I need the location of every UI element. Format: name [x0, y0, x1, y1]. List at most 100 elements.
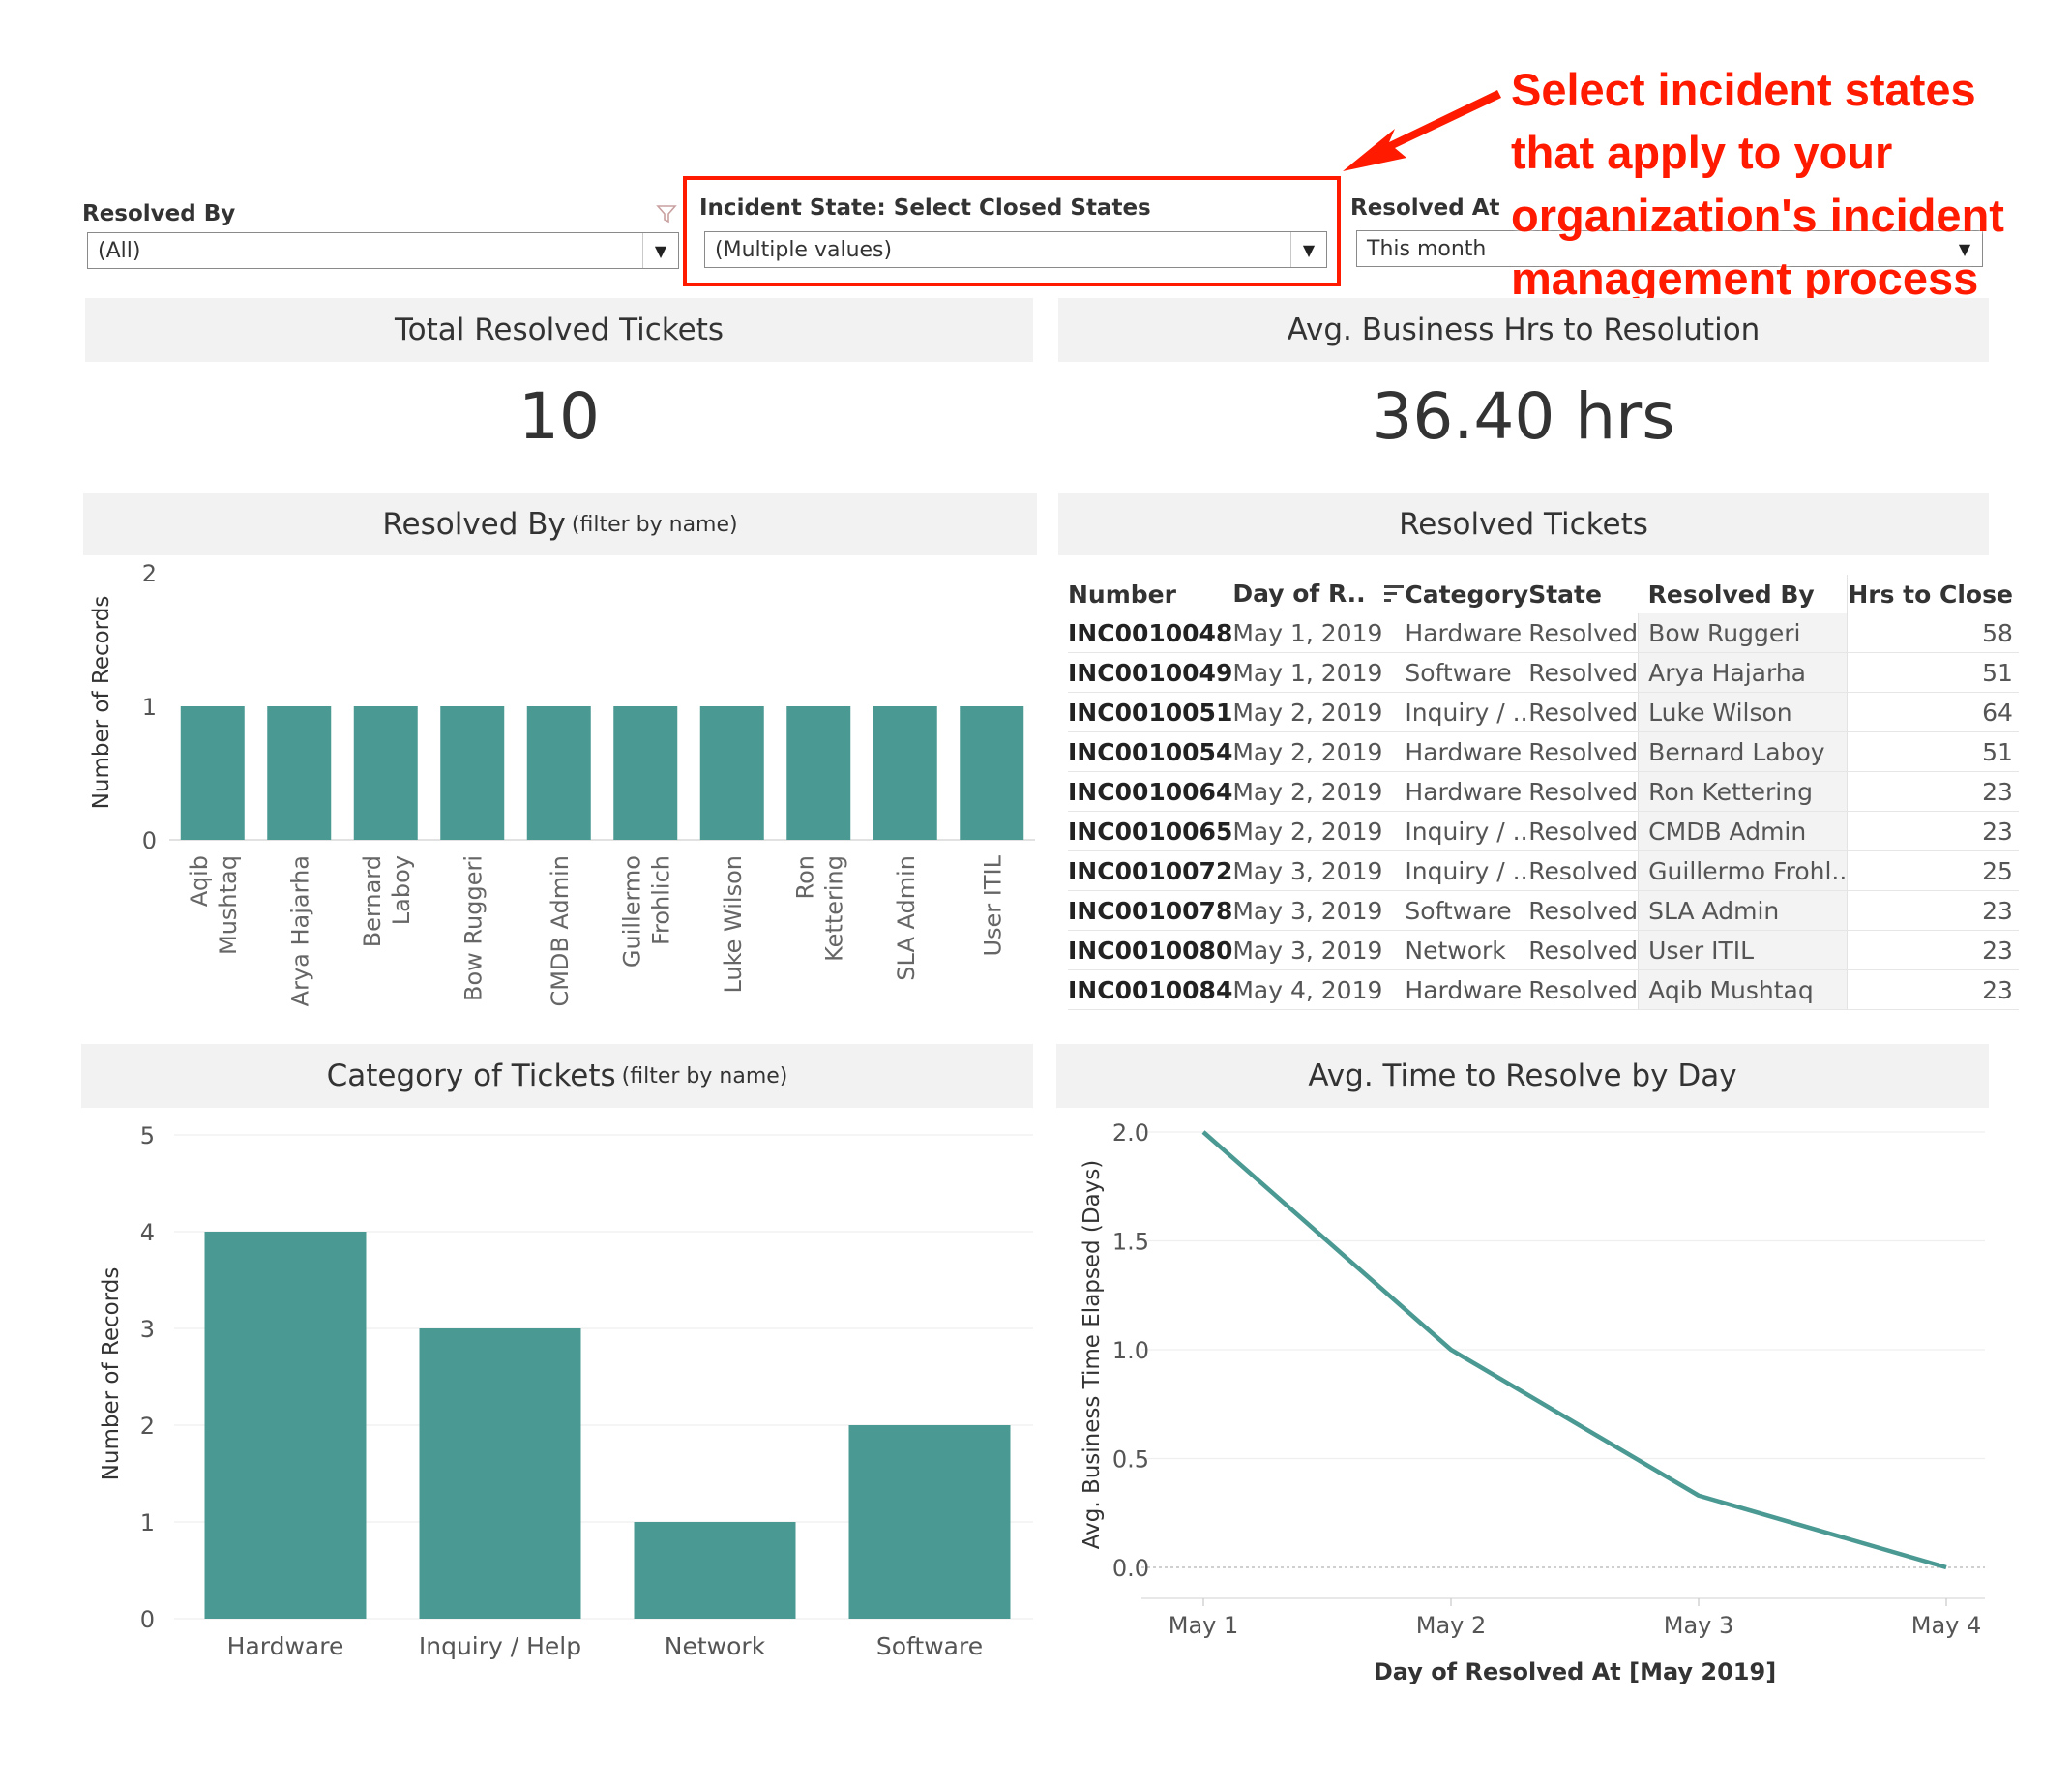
cell-category: Hardware: [1405, 969, 1529, 1010]
cell-state: Resolved: [1528, 930, 1639, 970]
table-row[interactable]: INC0010064 May 2, 2019 Hardware Resolved Ron…: [1068, 771, 2019, 812]
incident-state-dropdown[interactable]: (Multiple values) ▼: [704, 231, 1327, 268]
cell-number: INC0010048: [1068, 613, 1233, 653]
table-row[interactable]: INC0010048 May 1, 2019 Hardware Resolved Bow…: [1068, 613, 2019, 653]
cell-day: May 2, 2019: [1232, 811, 1406, 851]
bar[interactable]: [613, 706, 678, 840]
cell-category: Inquiry / ..: [1405, 811, 1529, 851]
highlight-box: [683, 176, 1341, 286]
y-tick-label: 0: [142, 827, 157, 854]
resolved-by-panel-title: Resolved By (filter by name): [83, 493, 1037, 555]
series-line: [1201, 1130, 1947, 1570]
kpi-avg-title: Avg. Business Hrs to Resolution: [1058, 298, 1989, 362]
cell-category: Hardware: [1405, 771, 1529, 812]
cell-state: Resolved: [1528, 731, 1639, 772]
category-panel-title: Category of Tickets (filter by name): [81, 1044, 1033, 1108]
cell-state: Resolved: [1528, 969, 1639, 1010]
cell-number: INC0010084: [1068, 969, 1233, 1010]
bar[interactable]: [848, 1425, 1011, 1619]
bar[interactable]: [180, 706, 245, 840]
cell-day: May 3, 2019: [1232, 850, 1406, 891]
cell-number: INC0010054: [1068, 731, 1233, 772]
cell-hrs: 58: [1847, 613, 2019, 653]
filter-funnel-icon[interactable]: [656, 203, 677, 228]
tickets-panel-title: Resolved Tickets: [1058, 493, 1989, 555]
bar[interactable]: [440, 706, 505, 840]
x-tick-label: May 2: [1416, 1612, 1487, 1639]
cell-day: May 3, 2019: [1232, 930, 1406, 970]
bar[interactable]: [204, 1232, 367, 1619]
chevron-down-icon[interactable]: ▼: [1290, 232, 1326, 267]
avg-time-panel-title: Avg. Time to Resolve by Day: [1056, 1044, 1989, 1108]
y-axis-label: Avg. Business Time Elapsed (Days): [1080, 1160, 1105, 1550]
column-header-day[interactable]: Day of R..: [1232, 575, 1405, 613]
cell-state: Resolved: [1528, 811, 1639, 851]
panel-title-text: Resolved Tickets: [1399, 507, 1648, 542]
column-header-hrs[interactable]: Hrs to Close: [1847, 575, 2019, 613]
x-tick-label: Hardware: [227, 1632, 344, 1660]
resolved-at-value: This month: [1367, 237, 1487, 261]
y-axis-label: Number of Records: [99, 1267, 124, 1481]
cell-hrs: 25: [1847, 850, 2019, 891]
cell-number: INC0010065: [1068, 811, 1233, 851]
table-row[interactable]: INC0010080 May 3, 2019 Network Resolved User…: [1068, 930, 2019, 970]
table-row[interactable]: INC0010078 May 3, 2019 Software Resolved SLA…: [1068, 890, 2019, 931]
chevron-down-icon[interactable]: ▼: [1958, 239, 1971, 258]
table-row[interactable]: INC0010084 May 4, 2019 Hardware Resolved Aqi…: [1068, 969, 2019, 1010]
cell-day: May 1, 2019: [1232, 613, 1406, 653]
table-row[interactable]: INC0010065 May 2, 2019 Inquiry / .. Resolve…: [1068, 811, 2019, 851]
column-header-day-label: Day of R..: [1232, 579, 1366, 608]
cell-resolved-by: User ITIL: [1638, 930, 1848, 970]
cell-number: INC0010064: [1068, 771, 1233, 812]
sort-icon[interactable]: [1383, 581, 1405, 609]
cell-number: INC0010080: [1068, 930, 1233, 970]
cell-resolved-by: Arya Hajarha: [1638, 652, 1848, 693]
panel-title-text: Avg. Time to Resolve by Day: [1308, 1058, 1737, 1093]
bar[interactable]: [960, 706, 1024, 840]
cell-state: Resolved: [1528, 652, 1639, 693]
resolved-by-dropdown[interactable]: (All) ▼: [87, 232, 679, 269]
bar[interactable]: [419, 1328, 581, 1619]
annotation-line: organization's incident: [1511, 190, 2004, 241]
filter-label-resolved-at: Resolved At: [1350, 195, 1500, 221]
panel-title-text: Category of Tickets: [326, 1058, 616, 1093]
x-tick-label: Laboy: [388, 855, 415, 925]
y-tick-label: 5: [140, 1122, 155, 1149]
column-header-state[interactable]: State: [1528, 580, 1602, 609]
resolved-at-dropdown[interactable]: This month ▼: [1356, 230, 1983, 267]
cell-category: Inquiry / ..: [1405, 850, 1529, 891]
cell-state: Resolved: [1528, 890, 1639, 931]
cell-state: Resolved: [1528, 850, 1639, 891]
x-tick-label: Aqib: [186, 855, 213, 907]
column-header-category[interactable]: Category: [1405, 580, 1529, 609]
kpi-avg-title-text: Avg. Business Hrs to Resolution: [1287, 313, 1761, 347]
bar[interactable]: [699, 706, 764, 840]
table-row[interactable]: INC0010051 May 2, 2019 Inquiry / .. Resolve…: [1068, 692, 2019, 732]
table-row[interactable]: INC0010054 May 2, 2019 Hardware Resolved Ber…: [1068, 731, 2019, 772]
cell-category: Hardware: [1405, 731, 1529, 772]
table-row[interactable]: INC0010072 May 3, 2019 Inquiry / .. Resolve…: [1068, 850, 2019, 891]
x-tick-label: Inquiry / Help: [419, 1632, 581, 1660]
panel-subtitle: (filter by name): [621, 1063, 788, 1088]
cell-number: INC0010049: [1068, 652, 1233, 693]
cell-resolved-by: Aqib Mushtaq: [1638, 969, 1848, 1010]
cell-resolved-by: SLA Admin: [1638, 890, 1848, 931]
y-tick-label: 1.5: [1112, 1229, 1149, 1256]
column-header-resolved-by[interactable]: Resolved By: [1647, 580, 1815, 609]
cell-hrs: 23: [1847, 811, 2019, 851]
column-header-number[interactable]: Number: [1068, 580, 1176, 609]
bar[interactable]: [353, 706, 418, 840]
cell-hrs: 51: [1847, 652, 2019, 693]
chevron-down-icon[interactable]: ▼: [642, 233, 678, 268]
bar[interactable]: [526, 706, 591, 840]
bar[interactable]: [267, 706, 332, 840]
x-tick-label: Guillermo: [618, 855, 645, 968]
x-tick-label: Kettering: [820, 855, 847, 962]
cell-resolved-by: Ron Kettering: [1638, 771, 1848, 812]
bar[interactable]: [873, 706, 937, 840]
table-row[interactable]: INC0010049 May 1, 2019 Software Resolved Ary…: [1068, 652, 2019, 693]
bar[interactable]: [786, 706, 851, 840]
annotation-line: that apply to your: [1511, 127, 1893, 178]
bar[interactable]: [634, 1522, 796, 1619]
